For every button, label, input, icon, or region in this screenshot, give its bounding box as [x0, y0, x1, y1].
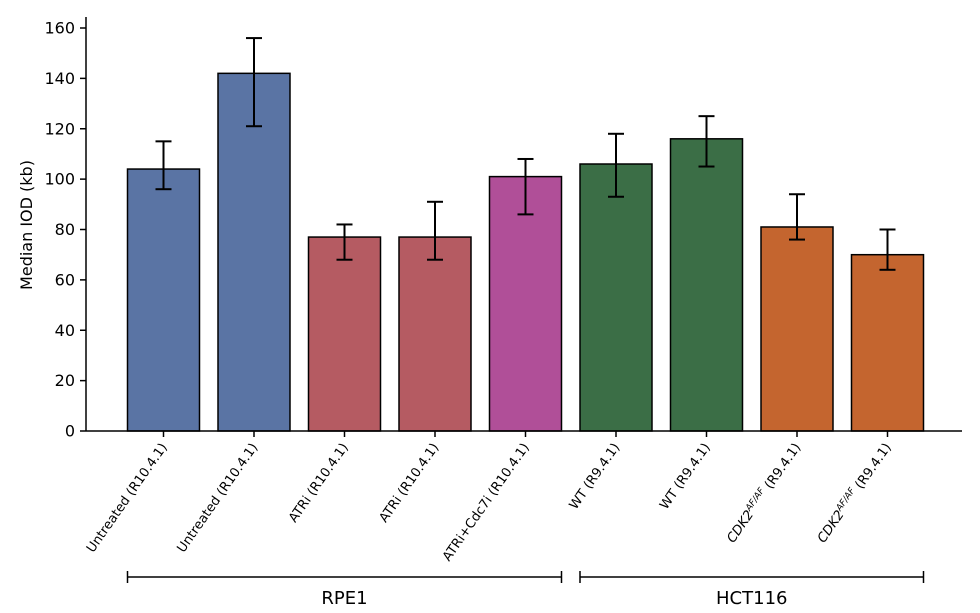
bar: [398, 236, 472, 432]
y-tick-label: 40: [55, 321, 75, 340]
bars-layer: [126, 72, 925, 432]
y-tick-label: 160: [44, 19, 75, 38]
bar: [217, 72, 291, 432]
x-tick-label: WT (R9.4.1): [657, 441, 714, 513]
bar: [579, 163, 653, 432]
error-bars-layer: [155, 37, 896, 271]
bar: [488, 175, 563, 432]
y-tick-label: 100: [44, 170, 75, 189]
y-axis-label: Median IOD (kb): [17, 160, 36, 290]
y-tick-label: 60: [55, 270, 75, 289]
x-tick-label: ATRi (R10.4.1): [377, 441, 443, 526]
x-tick-label: WT (R9.4.1): [567, 441, 624, 513]
x-tick-label: ATRi (R10.4.1): [286, 441, 352, 526]
bar: [126, 168, 201, 432]
y-tick-label: 20: [55, 371, 75, 390]
group-brackets-layer: RPE1 HCT116: [126, 571, 925, 609]
bar: [760, 226, 834, 432]
x-tick-label: ATRi+Cdc7i (R10.4.1): [440, 441, 533, 565]
x-tick-label: Untreated (R10.4.1): [84, 441, 171, 556]
x-tick-label: CDK2AF/AF (R9.4.1): [723, 440, 804, 546]
y-tick-label: 0: [65, 422, 75, 441]
x-tick-label: Untreated (R10.4.1): [174, 441, 261, 556]
x-tick-label: CDK2AF/AF (R9.4.1): [814, 440, 895, 546]
bar: [669, 138, 744, 432]
y-tick-label: 80: [55, 220, 75, 239]
bar: [307, 236, 382, 432]
group-label: HCT116: [716, 588, 787, 609]
bar: [850, 253, 925, 432]
x-tick-labels-layer: Untreated (R10.4.1) Untreated (R10.4.1) AT…: [84, 440, 895, 565]
y-tick-label: 140: [44, 69, 75, 88]
axes-layer: 0 20 40 60 80 100 120 140 160: [44, 17, 962, 441]
group-label: RPE1: [321, 588, 367, 609]
y-tick-label: 120: [44, 119, 75, 138]
